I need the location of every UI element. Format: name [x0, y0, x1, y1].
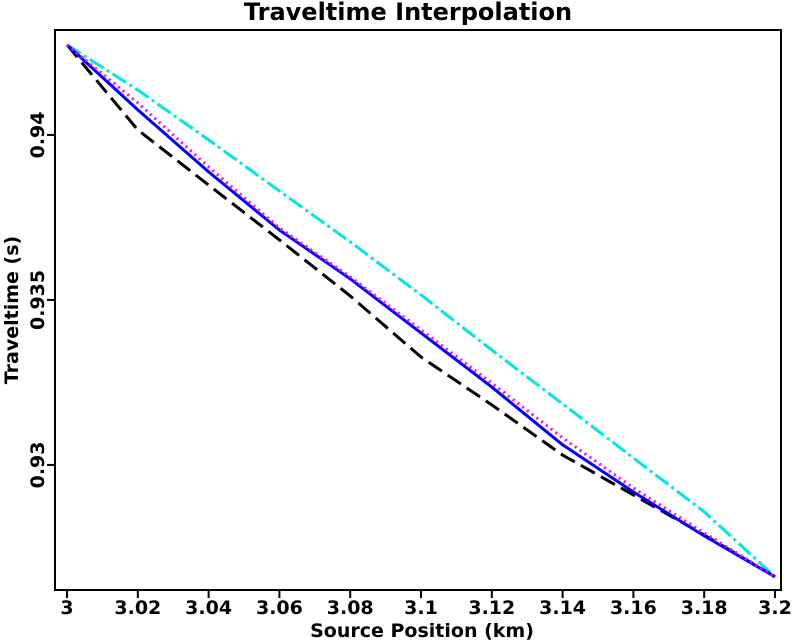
x-tick-label: 3.08 — [327, 597, 374, 619]
x-tick-label: 3.02 — [114, 597, 161, 619]
series-line — [66, 43, 776, 579]
series-line — [66, 43, 776, 578]
x-tick-label: 3.12 — [468, 597, 515, 619]
x-tick-label: 3.04 — [185, 597, 232, 619]
plot-frame — [54, 29, 782, 591]
x-tick-label: 3.1 — [404, 597, 438, 619]
y-axis-label: Traveltime (s) — [1, 236, 23, 384]
y-tick-label: 0.94 — [27, 111, 49, 158]
x-tick-label: 3.2 — [758, 597, 792, 619]
x-tick-label: 3.18 — [681, 597, 728, 619]
chart-title: Traveltime Interpolation — [244, 0, 572, 26]
x-tick-label: 3.06 — [256, 597, 303, 619]
series-line — [66, 43, 776, 579]
y-tick-label: 0.935 — [27, 270, 49, 330]
y-tick-label: 0.93 — [27, 441, 49, 488]
x-tick-label: 3.16 — [610, 597, 657, 619]
x-tick-label: 3.14 — [539, 597, 586, 619]
x-tick-label: 3 — [60, 597, 73, 619]
x-axis-label: Source Position (km) — [310, 620, 534, 642]
series-line — [65, 43, 776, 579]
